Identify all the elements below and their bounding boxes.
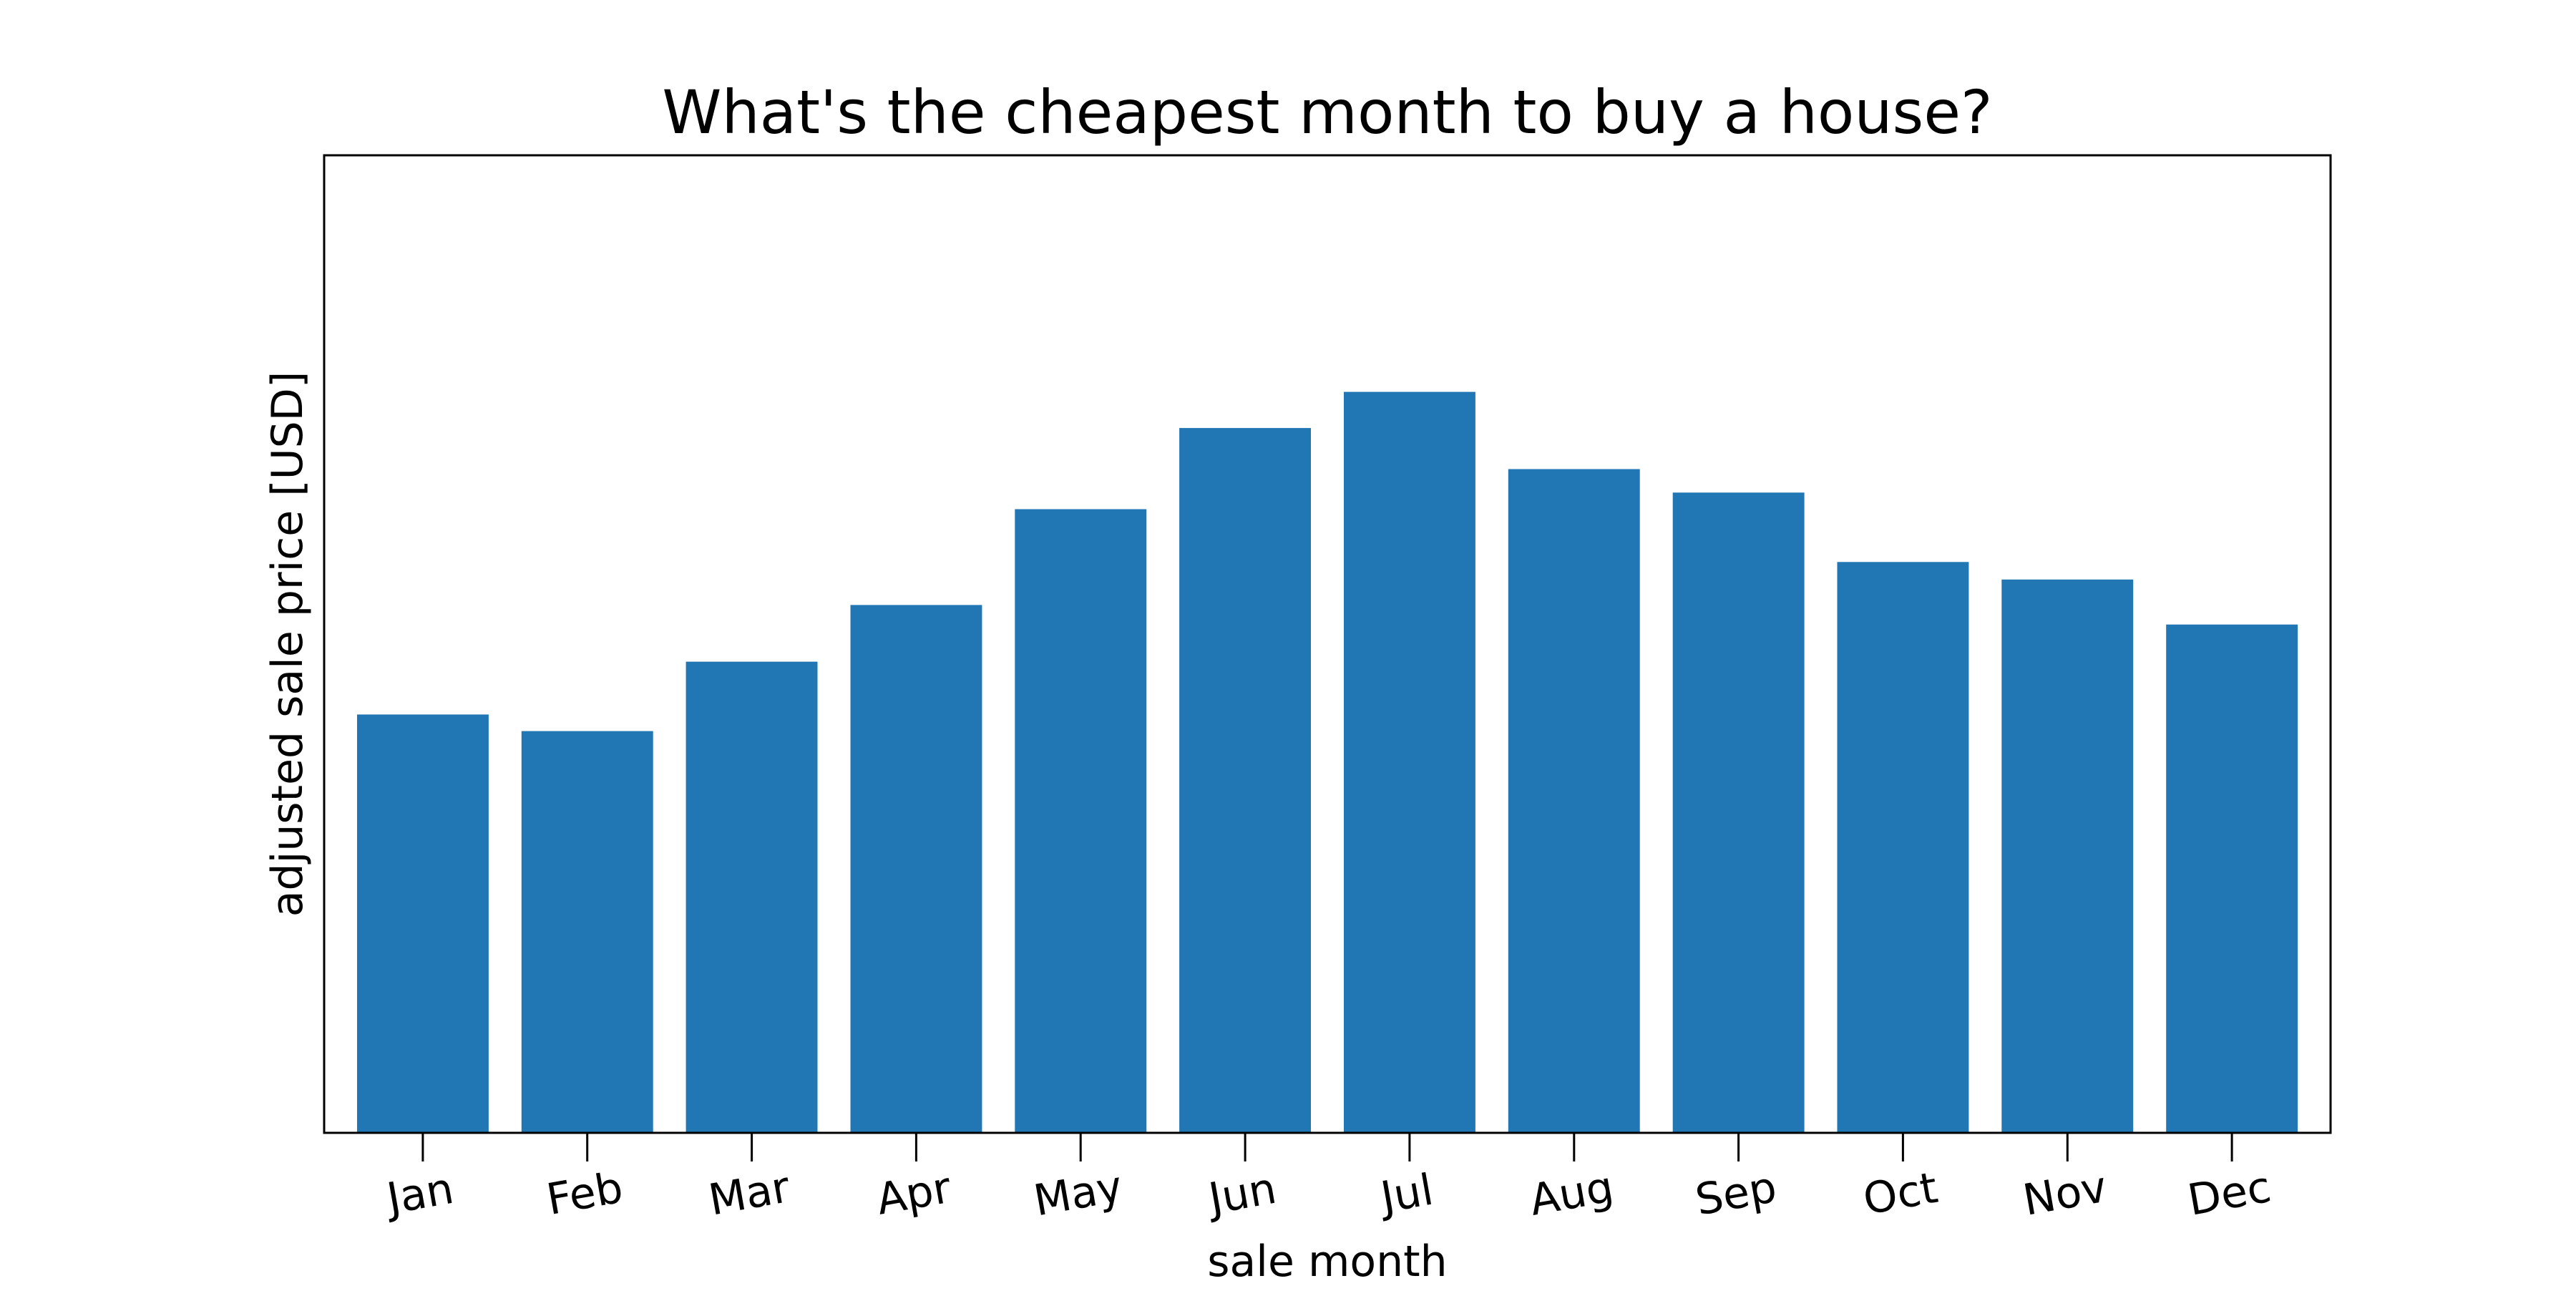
- bar-mar: [686, 661, 818, 1133]
- bar-sep: [1672, 492, 1805, 1133]
- bar-apr: [850, 605, 982, 1133]
- bar-jun: [1179, 428, 1311, 1133]
- x-tick-label-jan: Jan: [381, 1164, 457, 1225]
- bars-layer: [357, 391, 2298, 1133]
- bar-may: [1015, 509, 1147, 1133]
- x-tick-label-jun: Jun: [1202, 1164, 1279, 1225]
- bar-jan: [357, 714, 489, 1133]
- plot-frame: [323, 154, 2332, 1134]
- bar-aug: [1508, 469, 1640, 1133]
- y-axis-label: adjusted sale price [USD]: [263, 371, 313, 917]
- bar-jul: [1344, 391, 1475, 1133]
- bar-nov: [2001, 579, 2134, 1133]
- chart-title: What's the cheapest month to buy a house…: [662, 77, 1992, 147]
- x-tick-label-jul: Jul: [1375, 1165, 1437, 1224]
- bar-oct: [1837, 562, 1969, 1133]
- bar-dec: [2166, 624, 2298, 1133]
- x-axis-label: sale month: [1207, 1237, 1447, 1287]
- bar-feb: [521, 731, 653, 1133]
